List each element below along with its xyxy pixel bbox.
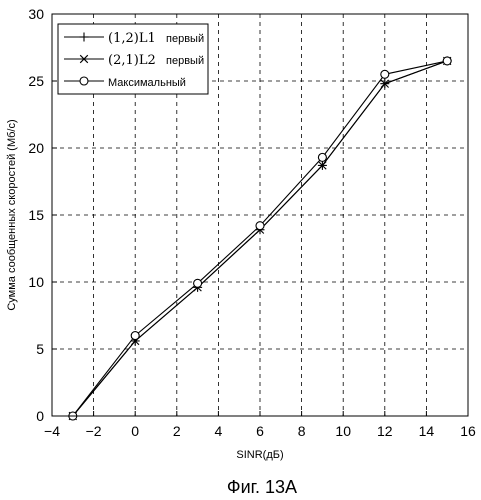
x-tick-label: 16 <box>460 423 476 439</box>
data-point <box>443 57 451 65</box>
data-point <box>131 332 139 340</box>
x-tick-label: 2 <box>173 423 181 439</box>
x-tick-label: 10 <box>335 423 351 439</box>
data-point <box>256 222 264 230</box>
x-tick-label: 12 <box>377 423 393 439</box>
x-tick-label: 4 <box>215 423 223 439</box>
x-axis-ticks: −4 −2 0 2 4 6 8 10 12 14 16 <box>44 411 476 439</box>
y-tick-label: 15 <box>28 207 44 223</box>
y-tick-label: 25 <box>28 73 44 89</box>
y-tick-label: 10 <box>28 274 44 290</box>
x-tick-label: 8 <box>298 423 306 439</box>
legend-label-main: (2,1)L2 <box>108 53 156 68</box>
x-tick-label: 0 <box>131 423 139 439</box>
x-tick-label: −4 <box>44 423 60 439</box>
legend: (1,2)L1 первый (2,1)L2 первый Максимальный <box>58 24 208 94</box>
y-axis-label: Сумма сообщенных скоростей (Мб/с) <box>6 119 18 310</box>
legend-marker <box>80 77 88 85</box>
figure-caption: Фиг. 13A <box>227 477 297 497</box>
data-point <box>194 279 202 287</box>
x-tick-label: 6 <box>256 423 264 439</box>
y-tick-label: 30 <box>28 6 44 22</box>
legend-label-sub: Максимальный <box>108 77 186 89</box>
y-tick-label: 0 <box>36 408 44 424</box>
y-axis-ticks: 0 5 10 15 20 25 30 <box>28 6 57 424</box>
x-axis-label: SINR(дБ) <box>236 449 283 461</box>
legend-label-sub: первый <box>166 33 204 45</box>
legend-label-main: (1,2)L1 <box>108 31 156 46</box>
legend-label-sub: первый <box>166 55 204 67</box>
data-point <box>318 153 326 161</box>
x-tick-label: 14 <box>419 423 435 439</box>
x-tick-label: −2 <box>86 423 102 439</box>
y-tick-label: 5 <box>36 341 44 357</box>
y-tick-label: 20 <box>28 140 44 156</box>
data-point <box>381 70 389 78</box>
